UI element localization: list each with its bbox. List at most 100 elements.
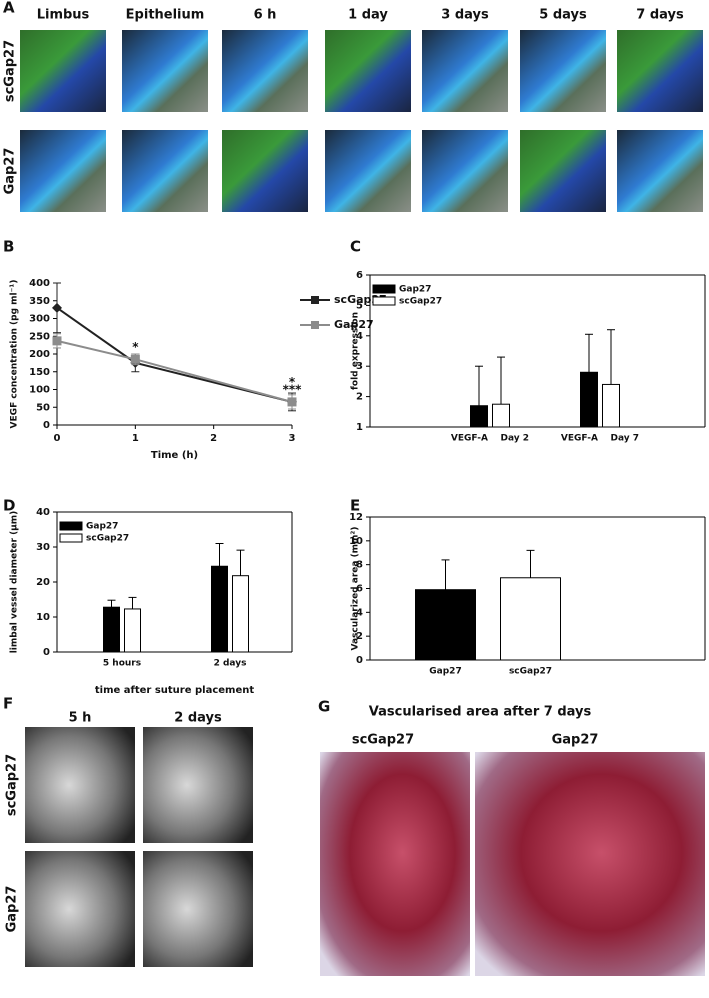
legend-label: Gap27 (86, 522, 118, 532)
micrograph (143, 851, 253, 967)
y-tick-label: 2 (356, 392, 363, 403)
column-label: 5 days (539, 8, 587, 23)
micrograph (325, 130, 411, 212)
column-label: 2 days (174, 711, 222, 726)
y-tick-label: 8 (356, 560, 363, 571)
y-tick-label: 300 (29, 314, 50, 325)
micrograph (143, 727, 253, 843)
micrograph (325, 30, 411, 112)
bar (602, 383, 620, 428)
panel-label: F (3, 695, 13, 713)
micrograph (520, 30, 606, 112)
micrograph (617, 130, 703, 212)
panel-label: E (350, 497, 360, 515)
column-label: Limbus (37, 8, 90, 23)
line (56, 307, 293, 403)
micrograph (422, 30, 508, 112)
legend-label: Gap27 (334, 318, 374, 331)
legend-swatch (59, 521, 83, 531)
column-label: 1 day (348, 8, 388, 23)
micrograph (222, 30, 308, 112)
y-axis-label: VEGF concentration (pg ml⁻¹) (10, 280, 20, 429)
micrograph (20, 130, 106, 212)
micrograph (25, 851, 135, 967)
row-label: Gap27 (5, 886, 20, 933)
y-tick-label: 4 (356, 607, 363, 618)
column-label: 7 days (636, 8, 684, 23)
panel-title: Vascularised area after 7 days (369, 705, 592, 720)
legend-swatch (372, 296, 396, 306)
micrograph (222, 130, 308, 212)
legend-marker (311, 296, 319, 304)
panel-label: B (3, 238, 14, 256)
x-tick-label: 1 (132, 433, 139, 444)
y-tick-label: 4 (356, 331, 363, 342)
column-label: Gap27 (552, 733, 599, 748)
micrograph (520, 130, 606, 212)
y-tick-label: 10 (36, 612, 50, 623)
bar (580, 371, 598, 428)
y-tick-label: 20 (36, 577, 50, 588)
panel-label: C (350, 238, 361, 256)
legend-label: scGap27 (399, 297, 442, 307)
y-tick-label: 150 (29, 367, 50, 378)
bar (492, 403, 510, 428)
x-tick-label: 5 hours (103, 659, 141, 669)
x-tick-label: 2 (210, 433, 217, 444)
annotation: * (132, 340, 139, 354)
micrograph (122, 130, 208, 212)
panel-label: G (318, 698, 330, 716)
marker (287, 397, 297, 407)
photo (475, 752, 705, 976)
micrograph (122, 30, 208, 112)
row-label: scGap27 (3, 40, 18, 102)
row-label: scGap27 (5, 754, 20, 816)
row-label: Gap27 (3, 148, 18, 195)
x-tick-label: scGap27 (509, 667, 552, 677)
y-tick-label: 12 (349, 512, 363, 523)
marker (130, 354, 140, 364)
x-tick-label: 3 (289, 433, 296, 444)
y-tick-label: 100 (29, 385, 50, 396)
panel-label: D (3, 497, 15, 515)
column-label: 6 h (254, 8, 277, 23)
micrograph (20, 30, 106, 112)
y-axis-label: fold expression (351, 312, 361, 390)
bar (415, 589, 476, 661)
y-tick-label: 3 (356, 361, 363, 372)
y-tick-label: 2 (356, 631, 363, 642)
y-tick-label: 30 (36, 542, 50, 553)
y-tick-label: 350 (29, 296, 50, 307)
x-tick-label: 2 days (214, 659, 247, 669)
legend-label: scGap27 (86, 534, 129, 544)
micrograph (25, 727, 135, 843)
line (56, 339, 293, 403)
x-axis-label: time after suture placement (95, 685, 254, 696)
x-tick-label: VEGF-A Day 7 (561, 434, 639, 444)
y-axis-label: Vascularized area (mm²) (351, 527, 361, 651)
micrograph (422, 130, 508, 212)
y-tick-label: 1 (356, 422, 363, 433)
legend-label: Gap27 (399, 285, 431, 295)
y-tick-label: 0 (43, 420, 50, 431)
column-label: 3 days (441, 8, 489, 23)
x-axis-label: Time (h) (151, 450, 198, 461)
y-tick-label: 50 (36, 402, 50, 413)
photo (320, 752, 470, 976)
x-tick-label: Gap27 (429, 667, 461, 677)
legend-marker (311, 321, 319, 329)
y-tick-label: 10 (349, 536, 363, 547)
marker (52, 336, 62, 346)
x-tick-label: 0 (54, 433, 61, 444)
annotation: * (289, 375, 296, 389)
y-tick-label: 6 (356, 270, 363, 281)
y-tick-label: 200 (29, 349, 50, 360)
micrograph (617, 30, 703, 112)
x-tick-label: VEGF-A Day 2 (451, 434, 529, 444)
bar (211, 565, 228, 653)
annotation: *** (283, 383, 303, 397)
bar (103, 606, 120, 653)
marker (52, 302, 62, 313)
column-label: scGap27 (352, 733, 414, 748)
